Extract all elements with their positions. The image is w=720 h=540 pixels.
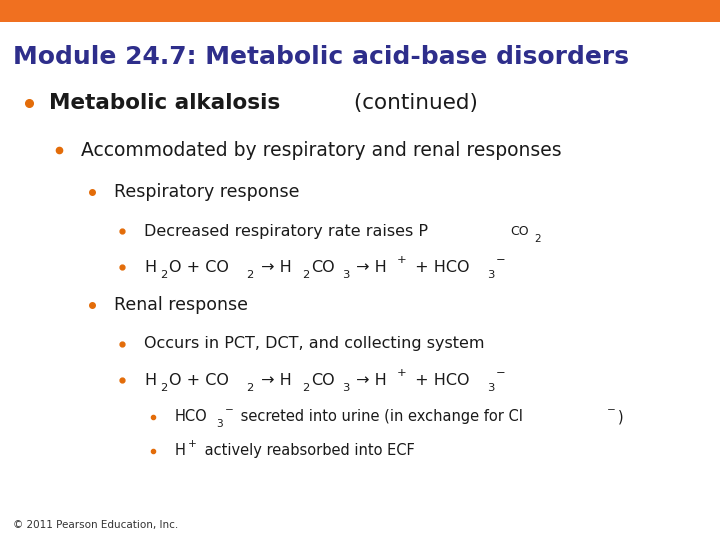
Text: Module 24.7: Metabolic acid-base disorders: Module 24.7: Metabolic acid-base disorde… (13, 45, 629, 69)
Text: 2: 2 (534, 234, 541, 244)
Text: → H: → H (351, 260, 387, 275)
Text: Respiratory response: Respiratory response (114, 183, 300, 201)
Text: 3: 3 (487, 270, 494, 280)
Text: 2: 2 (246, 383, 253, 393)
Text: Decreased respiratory rate raises P: Decreased respiratory rate raises P (144, 224, 428, 239)
Text: actively reabsorbed into ECF: actively reabsorbed into ECF (199, 443, 415, 458)
Bar (0, 0, 720, 22)
Text: 2: 2 (160, 270, 167, 280)
Text: H: H (144, 373, 156, 388)
Text: + HCO: + HCO (410, 260, 469, 275)
Text: 3: 3 (341, 383, 349, 393)
Text: ): ) (618, 409, 624, 424)
Text: −: − (496, 255, 505, 265)
Text: Accommodated by respiratory and renal responses: Accommodated by respiratory and renal re… (81, 140, 562, 160)
Text: 3: 3 (217, 419, 223, 429)
Text: (continued): (continued) (347, 92, 478, 113)
Text: CO: CO (311, 260, 335, 275)
Text: HCO: HCO (174, 409, 207, 424)
Text: −: − (225, 405, 234, 415)
Text: Metabolic alkalosis: Metabolic alkalosis (49, 92, 280, 113)
Text: −: − (496, 368, 505, 377)
Text: +: + (397, 368, 407, 377)
Text: 2: 2 (246, 270, 253, 280)
Text: © 2011 Pearson Education, Inc.: © 2011 Pearson Education, Inc. (13, 520, 179, 530)
Text: Renal response: Renal response (114, 296, 248, 314)
Text: CO: CO (311, 373, 335, 388)
Text: −: − (607, 405, 616, 415)
Text: H: H (174, 443, 185, 458)
Text: 3: 3 (487, 383, 494, 393)
Text: → H: → H (256, 373, 292, 388)
Text: +: + (397, 255, 407, 265)
Text: O + CO: O + CO (169, 260, 229, 275)
Text: + HCO: + HCO (410, 373, 469, 388)
Text: 3: 3 (341, 270, 349, 280)
Text: 2: 2 (302, 270, 309, 280)
Text: → H: → H (256, 260, 292, 275)
Text: CO: CO (510, 225, 529, 238)
Text: +: + (188, 439, 197, 449)
Text: 2: 2 (160, 383, 167, 393)
Text: O + CO: O + CO (169, 373, 229, 388)
Text: Occurs in PCT, DCT, and collecting system: Occurs in PCT, DCT, and collecting syste… (144, 336, 485, 352)
Text: 2: 2 (302, 383, 309, 393)
Text: → H: → H (351, 373, 387, 388)
Text: H: H (144, 260, 156, 275)
Text: secreted into urine (in exchange for Cl: secreted into urine (in exchange for Cl (236, 409, 523, 424)
